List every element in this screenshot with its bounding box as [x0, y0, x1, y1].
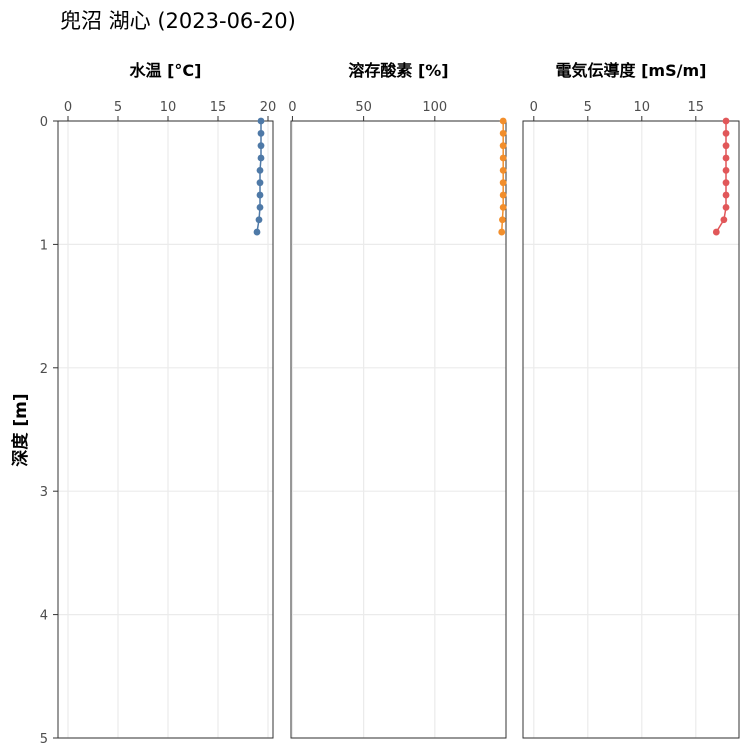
chart-title: 兜沼 湖心 (2023-06-20): [60, 9, 296, 33]
y-tick-label: 0: [40, 115, 48, 130]
data-point: [256, 191, 264, 199]
data-point: [253, 228, 261, 236]
y-tick-label: 5: [40, 732, 48, 747]
y-axis: 0 1 2 3 4 5: [40, 115, 58, 747]
data-point: [722, 117, 730, 125]
data-point: [499, 203, 507, 211]
data-point: [255, 216, 263, 224]
panel-1: 水温 [°C] 0 5 10 15 20: [57, 61, 277, 739]
y-tick-label: 1: [40, 238, 48, 253]
x-tick-label: 5: [584, 100, 592, 115]
data-point: [712, 228, 720, 236]
x-tick-label: 10: [634, 100, 651, 115]
data-point: [256, 166, 264, 174]
data-point: [720, 216, 728, 224]
panel-title: 水温 [°C]: [130, 61, 202, 80]
series-line: [500, 121, 504, 233]
panel-border: [57, 120, 274, 739]
y-tick-label: 4: [40, 609, 48, 624]
y-tick-label: 2: [40, 362, 48, 377]
data-point: [499, 216, 506, 224]
data-point: [722, 166, 730, 174]
data-point: [499, 129, 507, 137]
x-tick-label: 50: [355, 100, 372, 115]
data-point: [499, 179, 507, 187]
data-point: [256, 179, 264, 187]
data-point: [499, 154, 507, 162]
x-tick-label: 5: [114, 100, 122, 115]
panel-title: 溶存酸素 [%]: [348, 61, 448, 80]
series-line: [256, 121, 262, 233]
panel-border: [522, 120, 740, 739]
x-tick-label: 100: [422, 100, 447, 115]
data-point: [722, 203, 730, 211]
data-point: [498, 228, 506, 236]
panel-3: 電気伝導度 [mS/m] 0 5 10 15: [522, 61, 740, 739]
data-point: [499, 117, 507, 125]
panel-border: [290, 120, 507, 739]
data-point: [722, 129, 730, 137]
data-point: [722, 191, 730, 199]
data-point: [256, 203, 264, 211]
panel-2: 溶存酸素 [%] 0 50 100: [288, 61, 507, 739]
y-tick-label: 3: [40, 485, 48, 500]
data-point: [257, 154, 265, 162]
data-point: [722, 179, 730, 187]
x-tick-label: 10: [160, 100, 177, 115]
data-point: [499, 191, 507, 199]
data-point: [499, 142, 507, 150]
x-tick-label: 15: [688, 100, 705, 115]
data-point: [722, 154, 730, 162]
data-point: [722, 142, 730, 150]
x-tick-label: 0: [530, 100, 538, 115]
data-point: [257, 142, 265, 150]
series-line: [715, 121, 727, 233]
data-point: [257, 129, 265, 137]
y-axis-label: 深度 [m]: [10, 393, 31, 466]
x-tick-label: 0: [288, 100, 296, 115]
data-point: [499, 166, 507, 174]
panel-title: 電気伝導度 [mS/m]: [556, 61, 707, 80]
x-tick-label: 15: [210, 100, 227, 115]
x-tick-label: 0: [64, 100, 72, 115]
x-tick-label: 20: [260, 100, 277, 115]
data-point: [257, 117, 265, 125]
